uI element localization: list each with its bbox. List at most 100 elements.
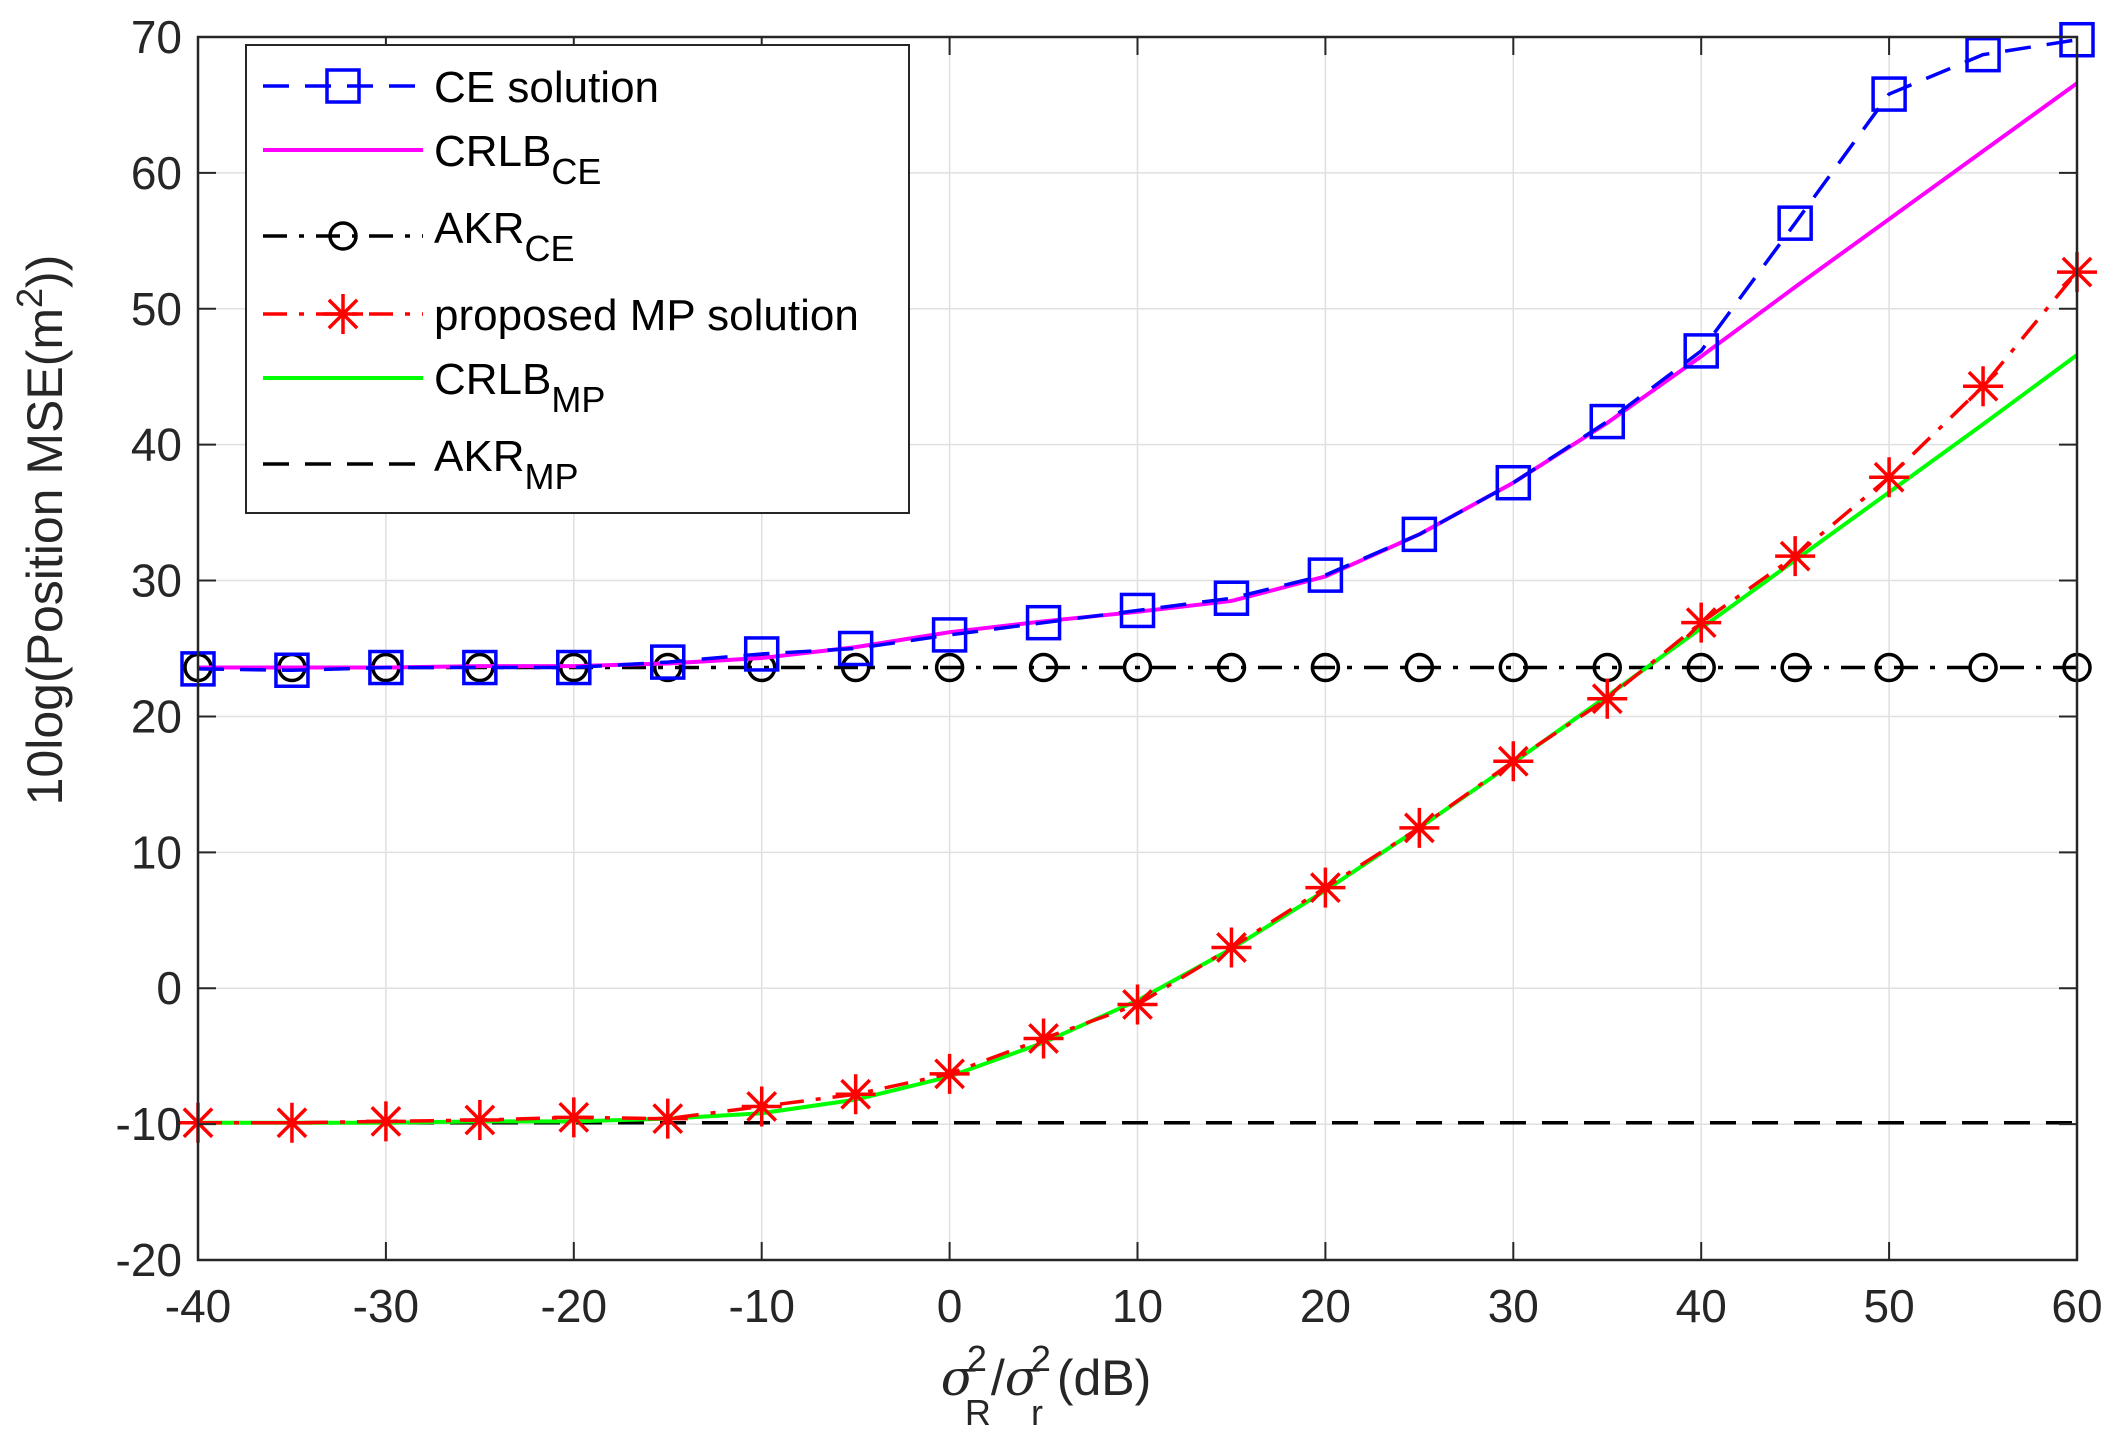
x-tick-label: -10 — [728, 1280, 794, 1332]
legend-box — [245, 44, 910, 514]
x-tick-label: -20 — [541, 1280, 607, 1332]
legend-label-akr-ce: AKRCE — [434, 204, 575, 269]
data-point-ce-solution — [1119, 592, 1156, 629]
data-point-proposed-mp-solution — [1775, 536, 1816, 577]
y-tick-label: 20 — [131, 690, 182, 742]
y-tick-label: 10 — [131, 826, 182, 878]
x-tick-label: 60 — [2051, 1280, 2102, 1332]
data-point-proposed-mp-solution — [1399, 807, 1440, 848]
y-tick-label: -10 — [116, 1098, 182, 1150]
y-tick-label: 50 — [131, 283, 182, 335]
data-point-proposed-mp-solution — [835, 1074, 876, 1115]
data-point-ce-solution — [743, 636, 780, 672]
data-point-proposed-mp-solution — [1493, 741, 1534, 782]
x-label-sub-R: R — [965, 1392, 991, 1432]
x-tick-label: 40 — [1676, 1280, 1727, 1332]
legend-marker-akr-ce — [328, 221, 358, 251]
x-label-unit: (dB) — [1043, 1350, 1151, 1406]
y-axis-label: 10log(Position MSE(m2)) — [9, 255, 73, 806]
data-point-proposed-mp-solution — [741, 1086, 782, 1127]
data-point-akr-ce — [1874, 652, 1904, 683]
data-point-ce-solution — [368, 649, 404, 686]
data-point-ce-solution — [1683, 333, 1719, 369]
x-tick-label: 0 — [937, 1280, 963, 1332]
data-point-ce-solution — [1871, 76, 1907, 112]
y-tick-label: 30 — [131, 555, 182, 607]
data-point-akr-ce — [1404, 652, 1435, 683]
data-point-proposed-mp-solution — [1023, 1018, 1064, 1059]
data-point-proposed-mp-solution — [647, 1098, 688, 1139]
data-point-proposed-mp-solution — [459, 1100, 500, 1141]
x-tick-label: -40 — [165, 1280, 231, 1332]
data-point-ce-solution — [556, 649, 592, 686]
x-tick-label: 50 — [1864, 1280, 1915, 1332]
y-tick-label: 70 — [131, 11, 182, 63]
y-label-close: )) — [17, 255, 73, 288]
x-tick-label: -30 — [353, 1280, 419, 1332]
data-point-ce-solution — [1307, 557, 1344, 593]
data-point-akr-ce — [1122, 652, 1153, 683]
data-point-ce-solution — [274, 652, 310, 688]
series-akr-ce — [183, 652, 2092, 683]
legend-samples — [263, 68, 423, 466]
legend-marker-proposed-mp-solution — [323, 294, 363, 334]
plot-series — [178, 21, 2097, 1143]
data-point-proposed-mp-solution — [1681, 602, 1722, 643]
data-point-proposed-mp-solution — [929, 1053, 970, 1094]
x-label-sup-2: 2 — [1031, 1338, 1051, 1379]
data-point-ce-solution — [1495, 464, 1532, 501]
series-line-ce-solution — [197, 37, 2078, 672]
data-point-ce-solution — [1589, 403, 1625, 440]
y-tick-label: -20 — [116, 1234, 182, 1286]
legend-label-crlb-ce: CRLBCE — [434, 127, 601, 192]
legend-label-ce-solution: CE solution — [434, 63, 659, 112]
y-tick-label: 40 — [131, 419, 182, 471]
data-point-proposed-mp-solution — [1211, 927, 1252, 968]
data-point-ce-solution — [650, 644, 686, 680]
data-point-ce-solution — [1401, 516, 1438, 553]
data-point-akr-ce — [840, 652, 871, 683]
data-point-proposed-mp-solution — [365, 1101, 406, 1142]
data-point-proposed-mp-solution — [1587, 678, 1628, 719]
data-point-proposed-mp-solution — [553, 1097, 594, 1138]
data-point-akr-ce — [653, 652, 683, 683]
data-point-ce-solution — [1213, 580, 1250, 616]
legend-label-crlb-mp: CRLBMP — [434, 355, 605, 420]
x-axis-label: σ2 R/σ2 r (dB) — [941, 1338, 1152, 1432]
data-point-ce-solution — [462, 649, 498, 686]
data-point-proposed-mp-solution — [1117, 984, 1158, 1025]
legend-marker-ce-solution — [325, 68, 361, 104]
legend-label-akr-mp: AKRMP — [434, 432, 578, 497]
data-point-akr-ce — [1498, 652, 1529, 683]
data-point-akr-ce — [934, 652, 965, 683]
data-point-akr-ce — [1216, 652, 1247, 683]
data-point-ce-solution — [837, 630, 874, 667]
data-point-proposed-mp-solution — [271, 1102, 312, 1143]
legend: CE solution CRLBCE AKRCE proposed MP sol… — [245, 44, 910, 514]
x-tick-label: 30 — [1488, 1280, 1539, 1332]
data-point-akr-ce — [1780, 652, 1810, 683]
series-ce-solution — [180, 21, 2095, 688]
x-tick-label: 20 — [1300, 1280, 1351, 1332]
data-point-ce-solution — [1965, 36, 2001, 73]
y-tick-label: 60 — [131, 147, 182, 199]
x-label-slash: / — [991, 1350, 1005, 1406]
tick-labels: -40 -30 -20 -10 0 10 20 30 40 50 60 -20 -10 0 10 20 30 40… — [116, 11, 2103, 1332]
data-point-akr-ce — [1310, 652, 1341, 683]
legend-label-proposed-mp: proposed MP solution — [434, 291, 859, 340]
x-label-sigma-1: σ — [941, 1349, 977, 1407]
x-label-sigma-2: σ — [1005, 1349, 1041, 1407]
x-tick-label: 10 — [1112, 1280, 1163, 1332]
data-point-proposed-mp-solution — [1869, 457, 1910, 498]
x-label-sup-1: 2 — [967, 1338, 987, 1379]
data-point-akr-ce — [1686, 652, 1716, 683]
data-point-proposed-mp-solution — [1963, 366, 2004, 407]
data-point-akr-ce — [1028, 652, 1059, 683]
y-label-sup: 2 — [9, 288, 50, 308]
data-point-ce-solution — [1025, 604, 1062, 641]
data-point-ce-solution — [931, 617, 968, 653]
x-label-sub-r: r — [1031, 1392, 1043, 1432]
y-tick-label: 0 — [156, 962, 182, 1014]
y-label-main: 10log(Position MSE(m — [17, 308, 73, 805]
